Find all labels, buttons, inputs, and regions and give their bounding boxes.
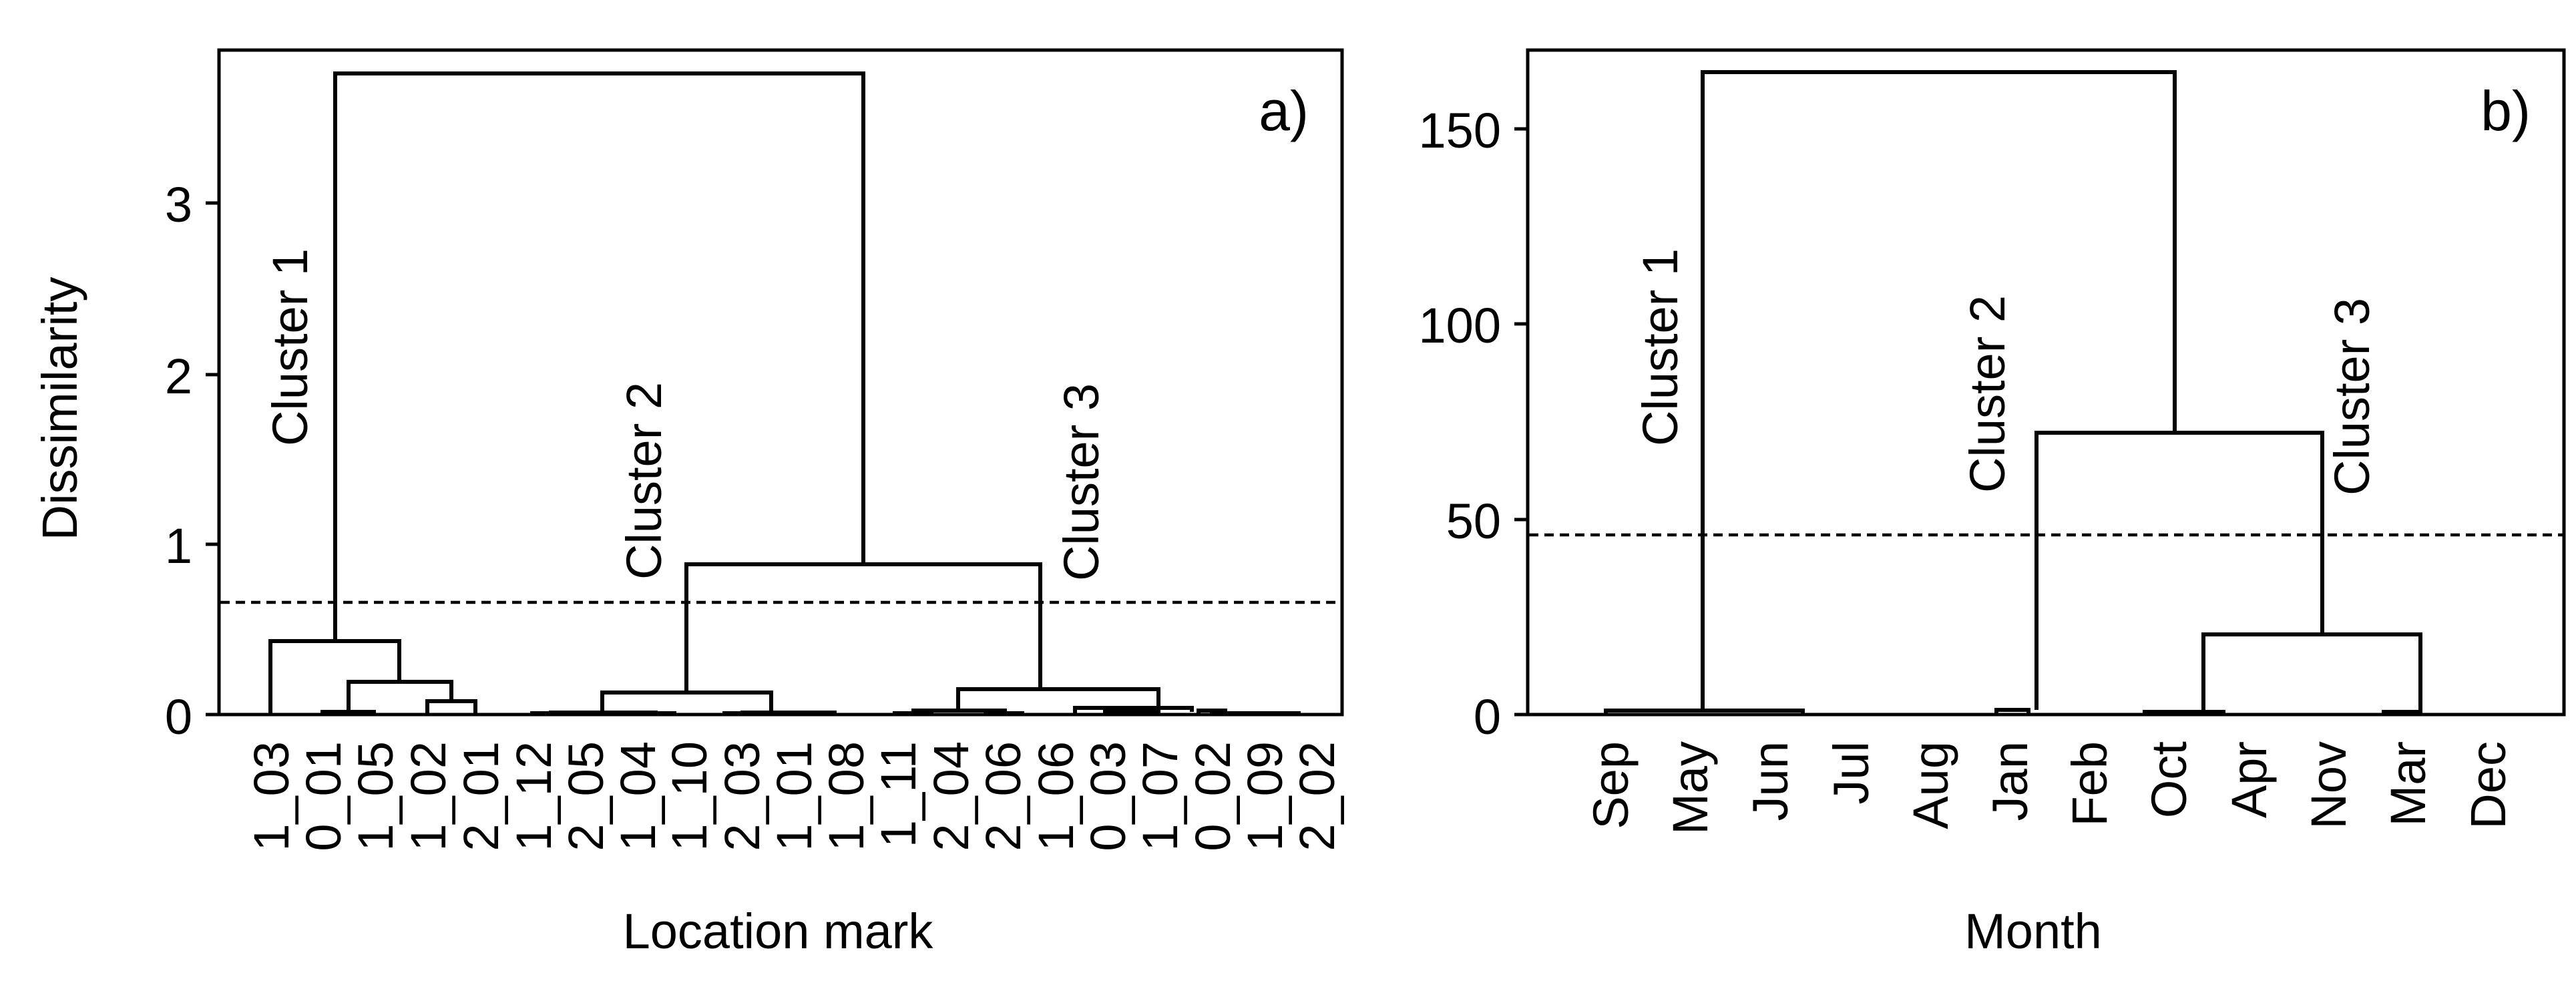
- panel-a-y-ticks: 0 1 2 3: [165, 177, 219, 745]
- panel-a-xtick-label-16: 0_03: [1080, 741, 1136, 851]
- panel-a-frame: [217, 48, 1344, 717]
- panel-a-xtick-label-0: 1_03: [244, 741, 299, 851]
- panel-a-xtick-label-18: 0_02: [1185, 741, 1241, 851]
- panel-b-x-tick-labels: Sep May Jun Jul Aug Jan Feb Oct Apr Nov …: [1583, 741, 2516, 835]
- panel-b-cluster-2-label: Cluster 2: [1960, 295, 2015, 493]
- panel-a-cluster-3-label: Cluster 3: [1054, 383, 1109, 581]
- b-merge-6: [2034, 431, 2324, 710]
- a-merge-18: [268, 639, 401, 715]
- panel-a-xtick-label-8: 1_10: [662, 741, 717, 851]
- panel-a-xtick-label-7: 1_04: [610, 741, 666, 851]
- panel-b-xtick-label-10: Mar: [2380, 741, 2436, 826]
- panel-b-xtick-label-0: Sep: [1583, 741, 1639, 829]
- b-merge-7: [1701, 70, 2177, 711]
- a-merge-9: [347, 680, 453, 712]
- panel-a-dendrogram: [268, 71, 1301, 715]
- panel-b-xtick-label-5: Jan: [1982, 741, 2038, 821]
- panel-a-y-axis-label: Dissimilarity: [32, 277, 87, 541]
- panel-b-cluster-labels: Cluster 1 Cluster 2 Cluster 3: [1633, 248, 2380, 496]
- panel-b-xtick-label-4: Aug: [1903, 741, 1958, 829]
- panel-b-xtick-label-1: May: [1663, 741, 1718, 835]
- panel-b-label: b): [2481, 79, 2531, 142]
- b-merge-2: [1994, 708, 2030, 715]
- panel-a-ytick-label-3: 3: [165, 177, 192, 232]
- panel-a-cluster-labels: Cluster 1 Cluster 2 Cluster 3: [262, 248, 1109, 581]
- b-merge-3: [2143, 710, 2225, 715]
- panel-a-xtick-label-3: 1_02: [401, 741, 456, 851]
- panel-a-xtick-label-12: 1_11: [871, 741, 926, 847]
- a-merge-4: [425, 699, 477, 715]
- panel-b-cluster-1-label: Cluster 1: [1633, 248, 1688, 446]
- panel-a-xtick-label-2: 1_05: [348, 741, 403, 851]
- panel-a-xtick-label-9: 2_03: [714, 741, 770, 851]
- a-merge-10: [1210, 711, 1301, 715]
- a-merge-2: [893, 711, 933, 715]
- panel-a-ytick-label-0: 0: [165, 689, 192, 745]
- panel-a: a) 0 1 2 3 Dissimilarity Location mark: [32, 48, 1345, 959]
- a-merge-7: [984, 711, 1024, 715]
- panel-b-ytick-label-0: 0: [1474, 689, 1501, 745]
- panel-b-xtick-label-8: Apr: [2221, 741, 2277, 818]
- panel-a-ytick-label-1: 1: [165, 518, 192, 574]
- panel-a-cluster-2-label: Cluster 2: [616, 382, 672, 580]
- panel-a-x-tick-labels: 1_03 0_01 1_05 1_02 2_01 1_12 2_05 1_04 …: [244, 741, 1345, 851]
- panel-b-dendrogram: [1604, 70, 2422, 715]
- panel-b-xtick-label-11: Dec: [2460, 741, 2516, 829]
- a-merge-17: [600, 691, 773, 713]
- a-merge-20: [333, 71, 865, 641]
- panel-a-xtick-label-10: 1_01: [767, 741, 822, 851]
- panel-a-xtick-label-5: 1_12: [506, 741, 562, 851]
- panel-b-ytick-label-2: 100: [1419, 298, 1501, 353]
- panel-a-xtick-label-1: 0_01: [296, 741, 351, 851]
- panel-a-xtick-label-13: 2_04: [923, 741, 979, 851]
- panel-b-x-axis-label: Month: [1964, 904, 2102, 959]
- panel-a-ytick-label-2: 2: [165, 349, 192, 404]
- panel-a-label: a): [1259, 79, 1309, 142]
- panel-b-cluster-3-label: Cluster 3: [2324, 298, 2380, 496]
- b-merge-4: [2382, 710, 2422, 715]
- panel-b-xtick-label-6: Feb: [2062, 741, 2117, 827]
- panel-a-xtick-label-4: 2_01: [453, 741, 509, 851]
- panel-b-xtick-label-9: Nov: [2301, 741, 2356, 829]
- panel-a-cluster-1-label: Cluster 1: [262, 248, 318, 446]
- panel-b-y-ticks: 0 50 100 150: [1419, 103, 1528, 745]
- panel-a-xtick-label-20: 2_02: [1289, 741, 1345, 851]
- panel-a-xtick-label-14: 2_06: [976, 741, 1031, 851]
- panel-b-xtick-label-7: Oct: [2141, 741, 2197, 819]
- a-merge-16: [956, 687, 1160, 711]
- panel-a-xtick-label-17: 1_07: [1132, 741, 1188, 851]
- panel-a-x-axis-label: Location mark: [623, 904, 934, 959]
- panel-a-xtick-label-6: 2_05: [558, 741, 614, 851]
- panel-b-ytick-label-1: 50: [1446, 494, 1501, 549]
- a-merge-12: [1073, 706, 1194, 715]
- panel-b-xtick-label-3: Jul: [1823, 741, 1879, 805]
- a-merge-14: [740, 711, 837, 715]
- a-merge-19: [684, 562, 1042, 693]
- a-merge-11: [1103, 709, 1160, 715]
- panel-a-xtick-label-15: 1_06: [1028, 741, 1084, 851]
- panel-b: b) 0 50 100 150 Month Cluster 1 Cluster …: [1419, 48, 2566, 959]
- panel-b-frame: [1526, 48, 2566, 717]
- panel-b-ytick-label-3: 150: [1419, 103, 1501, 158]
- panel-b-xtick-label-2: Jun: [1743, 741, 1798, 821]
- panel-a-xtick-label-19: 1_09: [1237, 741, 1293, 851]
- b-merge-5: [2201, 632, 2422, 712]
- panel-a-xtick-label-11: 1_08: [819, 741, 874, 851]
